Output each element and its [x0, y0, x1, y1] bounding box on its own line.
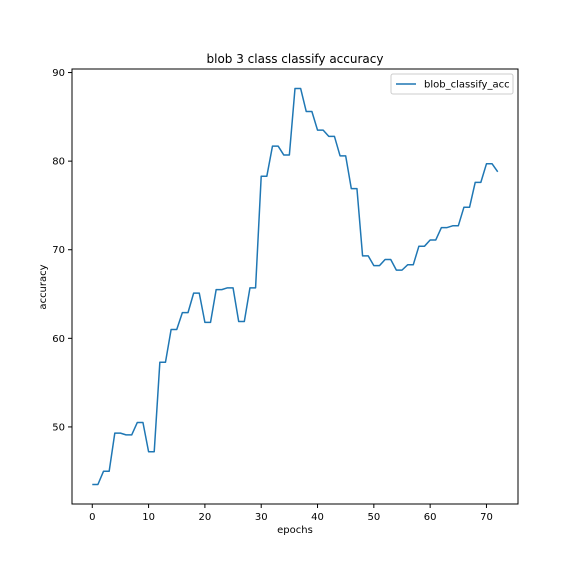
y-tick-label: 50	[52, 422, 65, 433]
y-axis-label: accuracy	[38, 264, 49, 309]
x-tick-label: 40	[311, 512, 324, 523]
x-tick-label: 0	[89, 512, 95, 523]
x-tick-label: 10	[142, 512, 155, 523]
series-line-blob_classify_acc	[92, 87, 499, 486]
x-tick-label: 50	[367, 512, 380, 523]
y-axis: 50 60 70 80 90	[52, 68, 72, 433]
x-axis: 0 10 20 30 40 50 60 70	[89, 504, 493, 523]
legend: blob_classify_acc	[390, 73, 514, 95]
x-tick-label: 70	[480, 512, 493, 523]
chart-title: blob 3 class classify accuracy	[207, 52, 384, 66]
y-tick-label: 90	[52, 68, 65, 79]
x-axis-label: epochs	[277, 525, 313, 536]
x-tick-label: 20	[199, 512, 212, 523]
y-tick-label: 80	[52, 157, 65, 168]
legend-box	[390, 73, 514, 95]
y-tick-label: 70	[52, 245, 65, 256]
plot-frame	[71, 68, 519, 505]
x-tick-label: 60	[424, 512, 437, 523]
legend-label: blob_classify_acc	[424, 80, 510, 91]
plot-area	[92, 87, 499, 486]
x-tick-label: 30	[255, 512, 268, 523]
y-tick-label: 60	[52, 334, 65, 345]
